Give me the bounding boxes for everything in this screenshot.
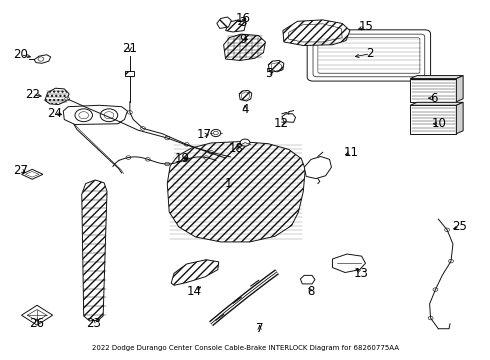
- Polygon shape: [304, 157, 331, 179]
- Text: 22: 22: [24, 88, 40, 101]
- Polygon shape: [45, 88, 69, 104]
- Circle shape: [146, 158, 150, 161]
- Bar: [410, 78, 456, 102]
- Circle shape: [448, 259, 453, 263]
- Polygon shape: [300, 275, 315, 284]
- Circle shape: [445, 228, 449, 231]
- Circle shape: [433, 288, 438, 291]
- Text: 25: 25: [452, 220, 467, 234]
- Text: 12: 12: [273, 117, 289, 130]
- Text: 5: 5: [265, 67, 272, 80]
- Text: 19: 19: [174, 152, 189, 165]
- Polygon shape: [283, 20, 350, 45]
- Text: 11: 11: [343, 146, 358, 159]
- Text: 23: 23: [86, 316, 101, 329]
- Text: 27: 27: [13, 163, 28, 176]
- Text: 15: 15: [359, 21, 374, 33]
- Text: 1: 1: [224, 177, 232, 190]
- Circle shape: [240, 139, 250, 146]
- Polygon shape: [332, 254, 366, 273]
- Text: 10: 10: [432, 117, 447, 130]
- Circle shape: [65, 97, 70, 101]
- Polygon shape: [217, 17, 231, 28]
- Polygon shape: [410, 102, 463, 105]
- Text: 2: 2: [367, 47, 374, 60]
- Text: 4: 4: [241, 103, 249, 116]
- Text: 18: 18: [229, 142, 244, 155]
- Polygon shape: [82, 180, 107, 321]
- Bar: [410, 105, 456, 134]
- Polygon shape: [125, 71, 134, 76]
- Text: 17: 17: [196, 128, 211, 141]
- Polygon shape: [456, 102, 463, 134]
- Circle shape: [428, 316, 433, 320]
- Polygon shape: [269, 60, 284, 72]
- Text: 2022 Dodge Durango Center Console Cable-Brake INTERLOCK Diagram for 68260775AA: 2022 Dodge Durango Center Console Cable-…: [92, 345, 398, 351]
- Text: 7: 7: [256, 322, 263, 335]
- Polygon shape: [223, 34, 266, 60]
- Text: 14: 14: [187, 284, 202, 297]
- Text: 13: 13: [354, 267, 369, 280]
- Polygon shape: [225, 20, 246, 32]
- Polygon shape: [282, 114, 295, 122]
- Polygon shape: [171, 260, 219, 285]
- Circle shape: [184, 158, 189, 161]
- Circle shape: [184, 143, 189, 146]
- Circle shape: [165, 136, 170, 140]
- Text: 24: 24: [47, 107, 62, 120]
- Text: 6: 6: [430, 92, 437, 105]
- Circle shape: [127, 111, 132, 114]
- Text: 3: 3: [240, 16, 247, 29]
- Text: 21: 21: [122, 42, 137, 55]
- Circle shape: [204, 156, 209, 159]
- Circle shape: [211, 130, 220, 136]
- Polygon shape: [63, 105, 127, 125]
- Circle shape: [165, 162, 170, 166]
- Circle shape: [126, 156, 131, 159]
- Polygon shape: [167, 141, 305, 242]
- Text: 16: 16: [236, 12, 250, 24]
- Polygon shape: [456, 76, 463, 102]
- Text: 26: 26: [29, 316, 45, 329]
- Text: 8: 8: [307, 284, 314, 297]
- Text: 9: 9: [239, 33, 246, 46]
- Polygon shape: [34, 55, 50, 63]
- Circle shape: [209, 150, 214, 154]
- Polygon shape: [22, 169, 43, 179]
- Circle shape: [116, 120, 121, 123]
- Polygon shape: [239, 90, 252, 101]
- Circle shape: [141, 127, 146, 130]
- Polygon shape: [22, 305, 52, 325]
- FancyBboxPatch shape: [307, 30, 431, 81]
- Polygon shape: [410, 76, 463, 78]
- Text: 20: 20: [13, 48, 28, 61]
